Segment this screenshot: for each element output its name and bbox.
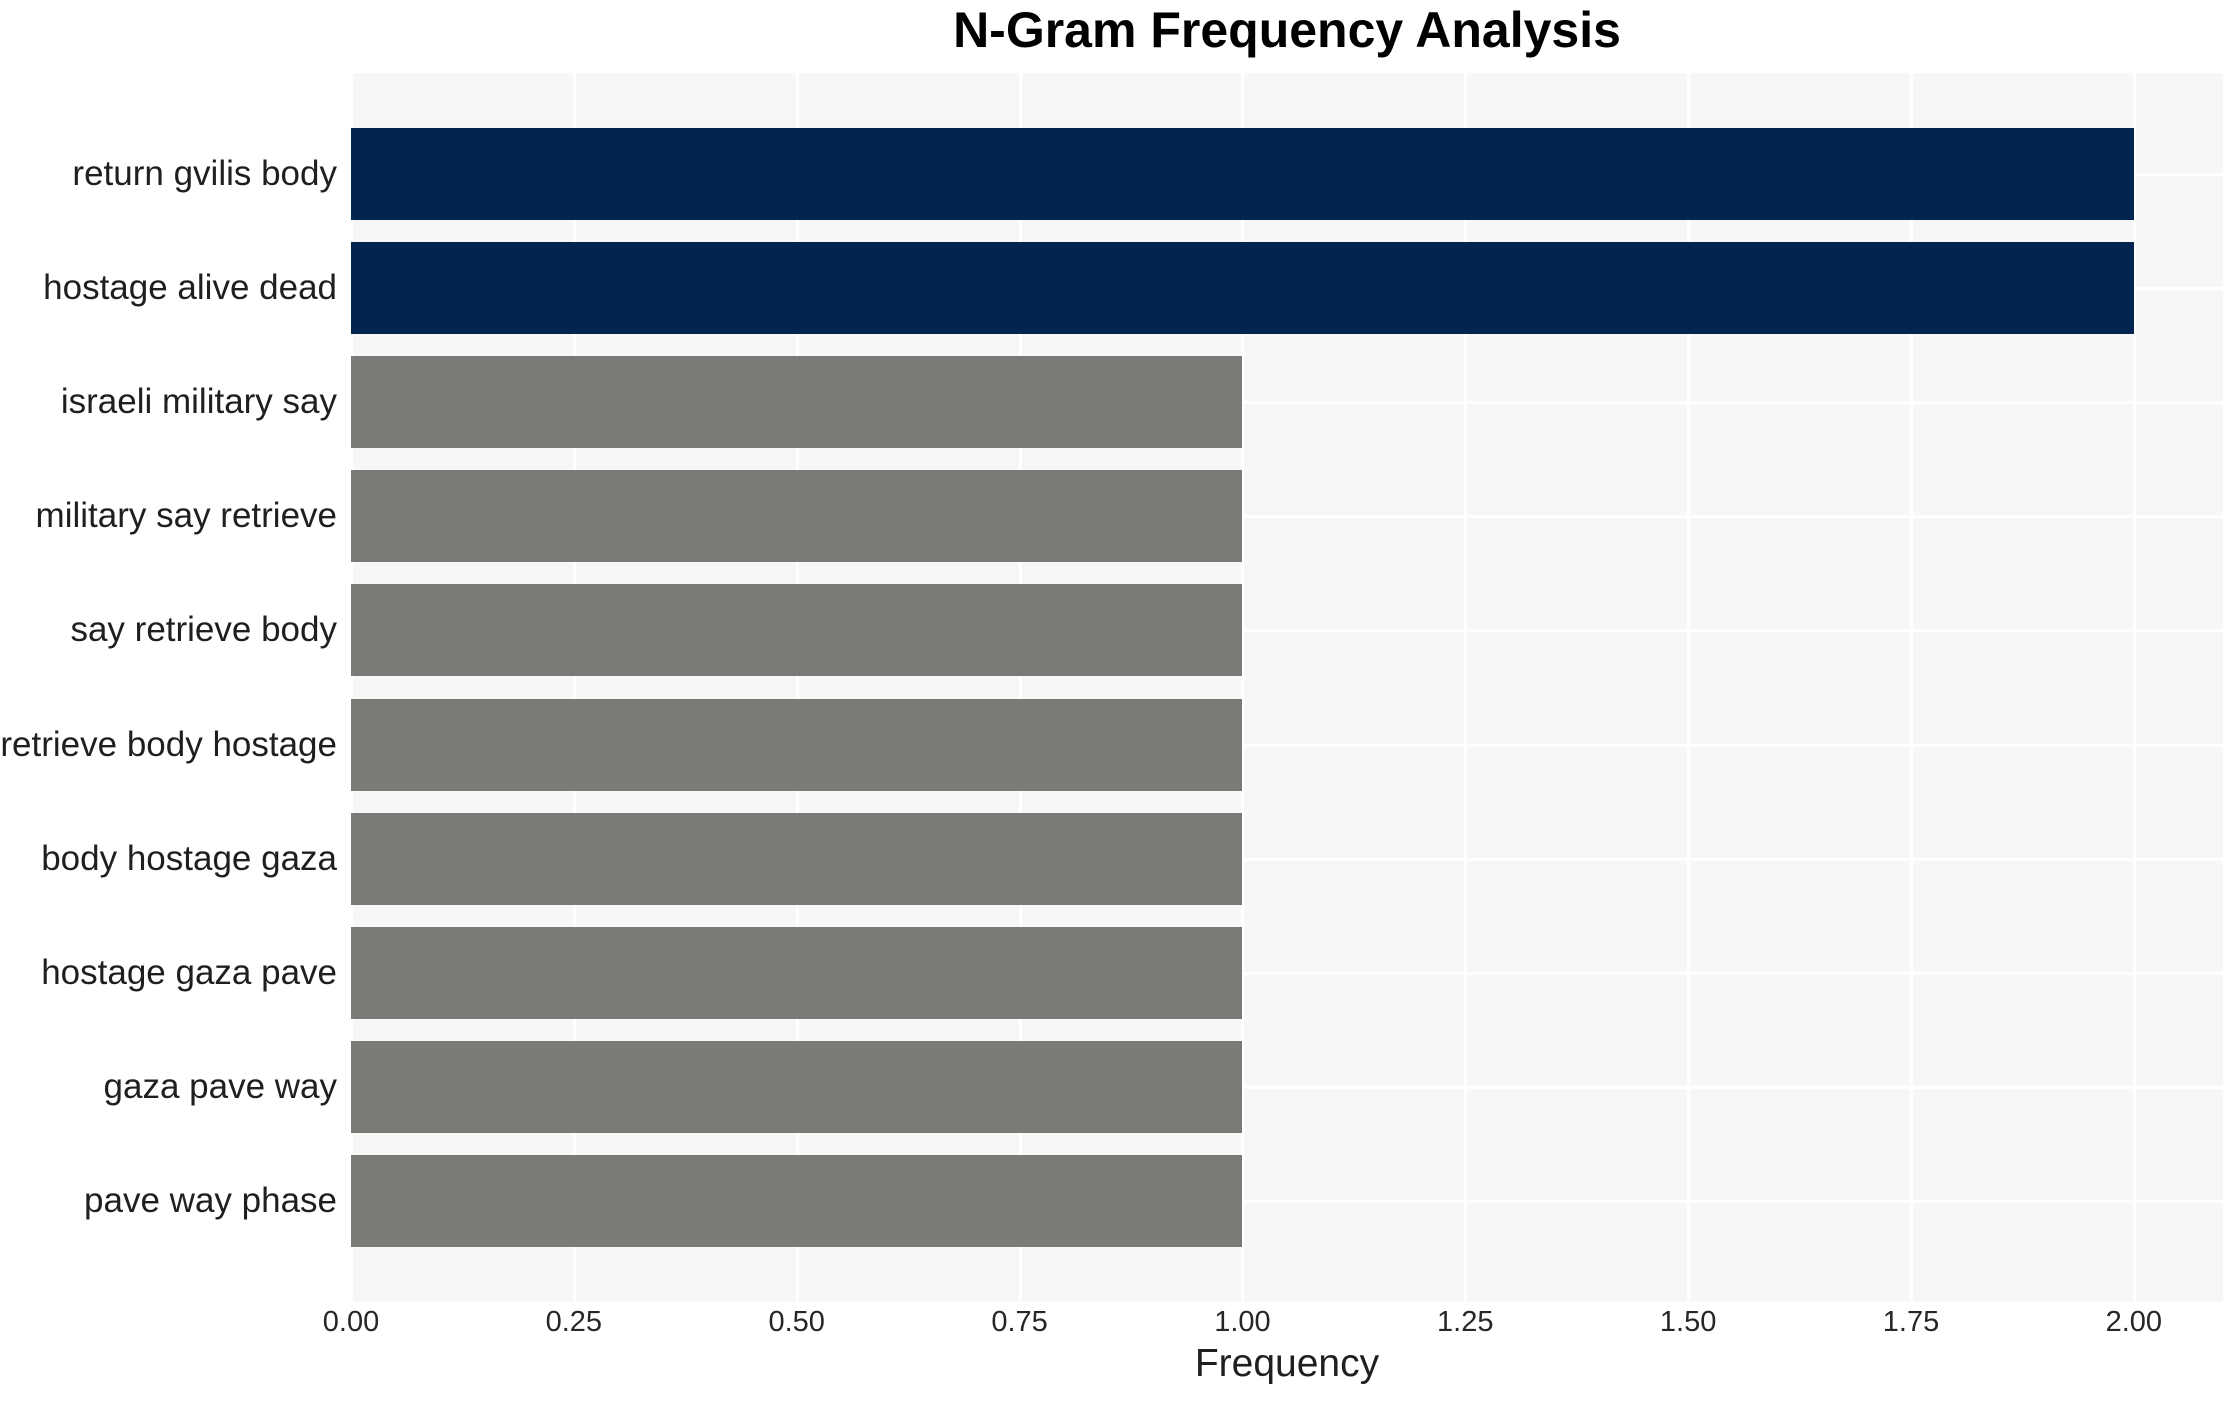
bar: [351, 1154, 1243, 1247]
y-gridline: [351, 515, 2223, 519]
x-tick-label: 0.75: [991, 1306, 1048, 1338]
y-tick-label: body hostage gaza: [41, 838, 337, 878]
y-gridline: [351, 401, 2223, 405]
y-tick-label: say retrieve body: [70, 610, 337, 650]
bar-row: [351, 802, 2223, 916]
bar-row: [351, 1030, 2223, 1144]
x-gridline: [350, 73, 353, 1302]
y-gridline: [351, 743, 2223, 747]
y-tick-label: military say retrieve: [35, 496, 337, 536]
bar-row: [351, 345, 2223, 459]
y-gridline: [351, 629, 2223, 633]
x-tick-label: 1.00: [1214, 1306, 1271, 1338]
y-tick-label: gaza pave way: [103, 1066, 337, 1106]
y-tick-label: hostage gaza pave: [41, 952, 337, 992]
bar: [351, 926, 1243, 1019]
x-gridline: [1910, 73, 1913, 1302]
x-gridline: [1464, 73, 1468, 1302]
bar: [351, 584, 1243, 677]
bar-rows: [351, 73, 2223, 1302]
y-tick-label: israeli military say: [60, 382, 337, 422]
y-gridline: [351, 1085, 2223, 1089]
chart-title: N-Gram Frequency Analysis: [953, 2, 1621, 58]
y-gridline: [351, 971, 2223, 975]
y-tick-label: hostage alive dead: [43, 268, 337, 308]
bar: [351, 698, 1243, 791]
x-tick-label: 2.00: [2105, 1306, 2163, 1338]
x-tick-label: 0.00: [322, 1306, 380, 1338]
y-tick-label: pave way phase: [84, 1180, 337, 1220]
bar: [351, 242, 2134, 335]
x-gridline: [2132, 73, 2136, 1302]
bar: [351, 812, 1243, 905]
bar-row: [351, 231, 2223, 345]
bar-row: [351, 459, 2223, 573]
x-axis-title: Frequency: [1194, 1342, 1380, 1385]
x-gridline: [1018, 73, 1022, 1302]
x-tick-label: 1.25: [1437, 1306, 1494, 1338]
x-tick-label: 1.50: [1659, 1306, 1717, 1338]
x-gridline: [795, 73, 799, 1302]
bar: [351, 356, 1243, 449]
bar: [351, 1040, 1243, 1133]
y-tick-label: retrieve body hostage: [0, 724, 337, 764]
plot-area: [350, 73, 2223, 1302]
bar-row: [351, 1144, 2223, 1258]
bar-row: [351, 687, 2223, 801]
bar-row: [351, 117, 2223, 231]
y-gridline: [351, 857, 2223, 861]
y-axis-labels: return gvilis body hostage alive dead isra…: [0, 73, 351, 1302]
x-gridline: [1687, 73, 1691, 1302]
x-tick-label: 0.50: [768, 1306, 825, 1338]
bar: [351, 470, 1243, 563]
x-axis-ticks: 0.00 0.25 0.50 0.75 1.00 1.25 1.50 1.75 2.00: [323, 1306, 2223, 1344]
x-tick-label: 1.75: [1882, 1306, 1940, 1338]
bar: [351, 128, 2134, 221]
x-gridline: [1241, 73, 1245, 1302]
x-gridline: [572, 73, 576, 1302]
x-tick-label: 0.25: [545, 1306, 603, 1338]
y-gridline: [351, 1199, 2223, 1203]
bar-row: [351, 573, 2223, 687]
y-tick-label: return gvilis body: [72, 154, 337, 194]
bar-row: [351, 916, 2223, 1030]
